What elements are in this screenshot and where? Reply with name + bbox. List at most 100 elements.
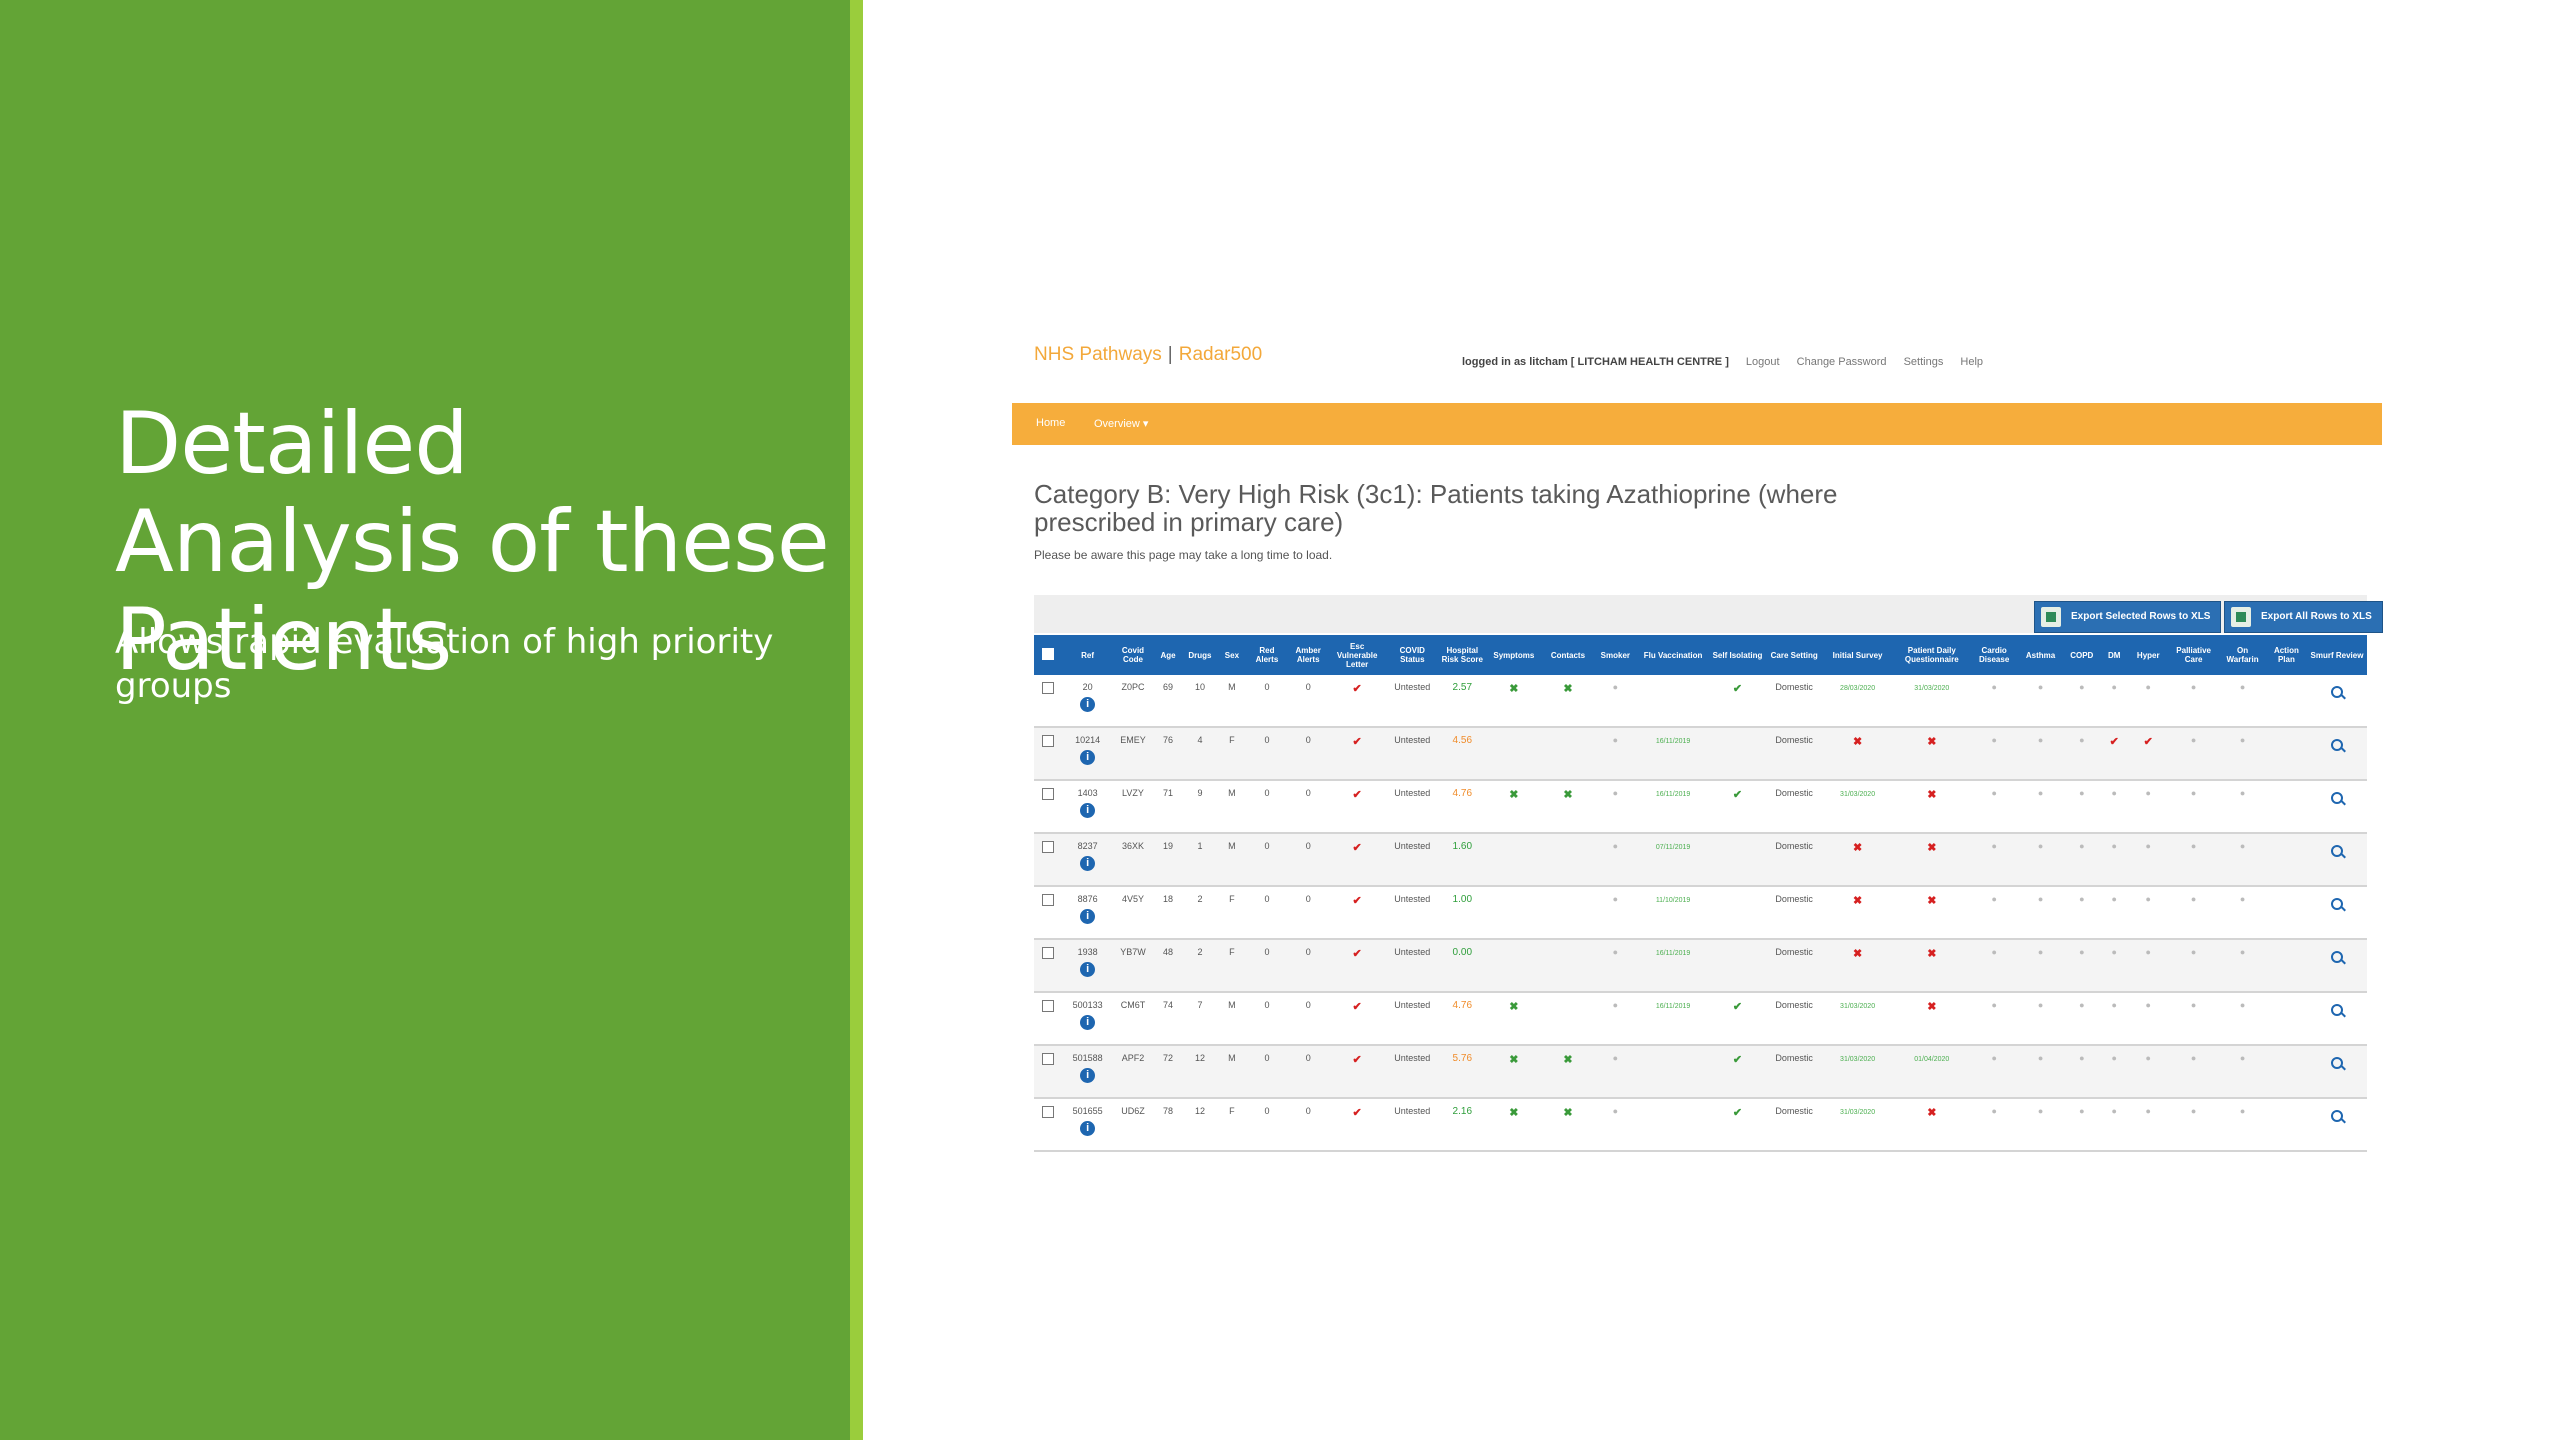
row-select[interactable] xyxy=(1034,780,1063,834)
dot-icon: ● xyxy=(2037,788,2044,798)
row-checkbox[interactable] xyxy=(1042,894,1055,906)
row-checkbox[interactable] xyxy=(1042,1053,1055,1065)
daily-questionnaire-cell: ✖ xyxy=(1892,992,1971,1046)
info-icon[interactable]: i xyxy=(1080,909,1096,924)
search-icon[interactable] xyxy=(2331,1057,2343,1069)
info-icon[interactable]: i xyxy=(1080,856,1096,871)
covid-status-cell-value: Untested xyxy=(1394,1000,1431,1010)
search-icon[interactable] xyxy=(2331,951,2343,963)
table-header-row: Ref Covid Code Age Drugs Sex Red Alerts Amber … xyxy=(1034,635,2367,675)
search-icon[interactable] xyxy=(2331,1004,2343,1016)
smurf-review-cell[interactable] xyxy=(2307,727,2367,781)
search-icon[interactable] xyxy=(2331,792,2343,804)
table-row[interactable]: 8876 i 4V5Y 18 2 F 0 0 ✔ Untested 1.00 ● 11/10/2019 D… xyxy=(1034,886,2367,940)
age-cell-value: 78 xyxy=(1163,1106,1174,1116)
row-checkbox[interactable] xyxy=(1042,947,1055,959)
brand-right[interactable]: Radar500 xyxy=(1178,344,1263,365)
age-cell: 69 xyxy=(1153,675,1183,728)
row-checkbox[interactable] xyxy=(1042,841,1055,853)
smurf-review-cell[interactable] xyxy=(2307,886,2367,940)
info-icon[interactable]: i xyxy=(1080,1015,1096,1030)
row-checkbox[interactable] xyxy=(1042,682,1055,694)
dot-icon: ● xyxy=(1612,947,1619,957)
help-link[interactable]: Help xyxy=(1960,356,1984,368)
nav-overview-dropdown[interactable]: Overview ▾ xyxy=(1094,418,1149,430)
column-header: Drugs xyxy=(1182,635,1218,675)
export-all-button[interactable]: Export All Rows to XLS xyxy=(2224,601,2383,633)
select-all-checkbox[interactable] xyxy=(1034,635,1063,675)
care-setting-cell-value: Domestic xyxy=(1775,841,1813,851)
hyper-cell: ● xyxy=(2128,992,2168,1046)
row-checkbox[interactable] xyxy=(1042,1106,1055,1118)
column-header: Initial Survey xyxy=(1822,635,1893,675)
smurf-review-cell[interactable] xyxy=(2307,1098,2367,1152)
export-selected-label: Export Selected Rows to XLS xyxy=(2071,611,2211,622)
info-icon[interactable]: i xyxy=(1080,1121,1096,1136)
settings-link[interactable]: Settings xyxy=(1903,356,1944,368)
table-row[interactable]: 500133 i CM6T 74 7 M 0 0 ✔ Untested 4.76 ✖ ● 16/11/20… xyxy=(1034,992,2367,1046)
info-icon[interactable]: i xyxy=(1080,697,1096,712)
ref-cell-value: 8876 xyxy=(1077,894,1098,904)
smurf-review-cell[interactable] xyxy=(2307,675,2367,728)
row-select[interactable] xyxy=(1034,675,1063,728)
table-row[interactable]: 501655 i UD6Z 78 12 F 0 0 ✔ Untested 2.16 ✖ ✖ ● ✔ Domes… xyxy=(1034,1098,2367,1152)
change-password-link[interactable]: Change Password xyxy=(1796,356,1887,368)
row-checkbox[interactable] xyxy=(1042,788,1055,800)
drugs-cell: 1 xyxy=(1182,833,1218,887)
brand[interactable]: NHS Pathways | Radar500 xyxy=(1034,344,1262,366)
smurf-review-cell[interactable] xyxy=(2307,833,2367,887)
search-icon[interactable] xyxy=(2331,686,2343,698)
info-icon[interactable]: i xyxy=(1080,803,1096,818)
search-icon[interactable] xyxy=(2331,845,2343,857)
export-selected-button[interactable]: Export Selected Rows to XLS xyxy=(2034,601,2222,633)
row-select[interactable] xyxy=(1034,833,1063,887)
search-icon[interactable] xyxy=(2331,1110,2343,1122)
info-icon[interactable]: i xyxy=(1080,962,1096,977)
sex-cell-value: F xyxy=(1229,735,1235,745)
hyper-cell: ● xyxy=(2128,1045,2168,1099)
header-checkbox[interactable] xyxy=(1042,648,1055,660)
row-select[interactable] xyxy=(1034,992,1063,1046)
drugs-cell-value: 9 xyxy=(1197,788,1203,798)
table-row[interactable]: 1938 i YB7W 48 2 F 0 0 ✔ Untested 0.00 ● 16/11/2019 D… xyxy=(1034,939,2367,993)
table-row[interactable]: 501588 i APF2 72 12 M 0 0 ✔ Untested 5.76 ✖ ✖ ● ✔ Domes… xyxy=(1034,1045,2367,1099)
brand-left[interactable]: NHS Pathways xyxy=(1034,344,1162,365)
table-row[interactable]: 8237 i 36XK 19 1 M 0 0 ✔ Untested 1.60 ● 07/11/2019 D… xyxy=(1034,833,2367,887)
row-select[interactable] xyxy=(1034,1098,1063,1152)
cardio-cell: ● xyxy=(1970,727,2018,781)
smurf-review-cell[interactable] xyxy=(2307,780,2367,834)
dot-icon: ● xyxy=(1991,894,1997,904)
logout-link[interactable]: Logout xyxy=(1745,356,1780,368)
smurf-review-cell[interactable] xyxy=(2307,939,2367,993)
search-icon[interactable] xyxy=(2331,739,2343,751)
row-select[interactable] xyxy=(1034,1045,1063,1099)
red-alerts-cell: 0 xyxy=(1246,727,1288,781)
table-row[interactable]: 1403 i LVZY 71 9 M 0 0 ✔ Untested 4.76 ✖ ✖ ● 16/11/201… xyxy=(1034,780,2367,834)
risk-score-cell-value: 4.76 xyxy=(1452,1000,1473,1011)
ref-cell: 501588 i xyxy=(1062,1045,1113,1099)
table-row[interactable]: 10214 i EMEY 76 4 F 0 0 ✔ Untested 4.56 ● 16/11/2019… xyxy=(1034,727,2367,781)
drugs-cell: 2 xyxy=(1182,939,1218,993)
smurf-review-cell[interactable] xyxy=(2307,992,2367,1046)
care-setting-cell: Domestic xyxy=(1765,780,1823,834)
daily-questionnaire-cell: ✖ xyxy=(1892,1098,1971,1152)
age-cell: 78 xyxy=(1153,1098,1183,1152)
info-icon[interactable]: i xyxy=(1080,1068,1096,1083)
row-checkbox[interactable] xyxy=(1042,735,1055,747)
info-icon[interactable]: i xyxy=(1080,750,1096,765)
amber-alerts-cell-value: 0 xyxy=(1305,788,1311,798)
dot-icon: ● xyxy=(2239,1000,2246,1010)
row-select[interactable] xyxy=(1034,886,1063,940)
dot-icon: ● xyxy=(1612,788,1619,798)
table-row[interactable]: 20 i Z0PC 69 10 M 0 0 ✔ Untested 2.57 ✖ ✖ ● ✔ Domestic 2… xyxy=(1034,675,2367,728)
red-alerts-cell-value: 0 xyxy=(1264,682,1270,692)
sex-cell: M xyxy=(1217,1045,1247,1099)
smurf-review-cell[interactable] xyxy=(2307,1045,2367,1099)
smoker-cell: ● xyxy=(1593,992,1637,1046)
search-icon[interactable] xyxy=(2331,898,2343,910)
row-select[interactable] xyxy=(1034,727,1063,781)
risk-score-cell-value: 5.76 xyxy=(1452,1053,1473,1064)
row-checkbox[interactable] xyxy=(1042,1000,1055,1012)
row-select[interactable] xyxy=(1034,939,1063,993)
nav-home[interactable]: Home xyxy=(1036,417,1066,429)
